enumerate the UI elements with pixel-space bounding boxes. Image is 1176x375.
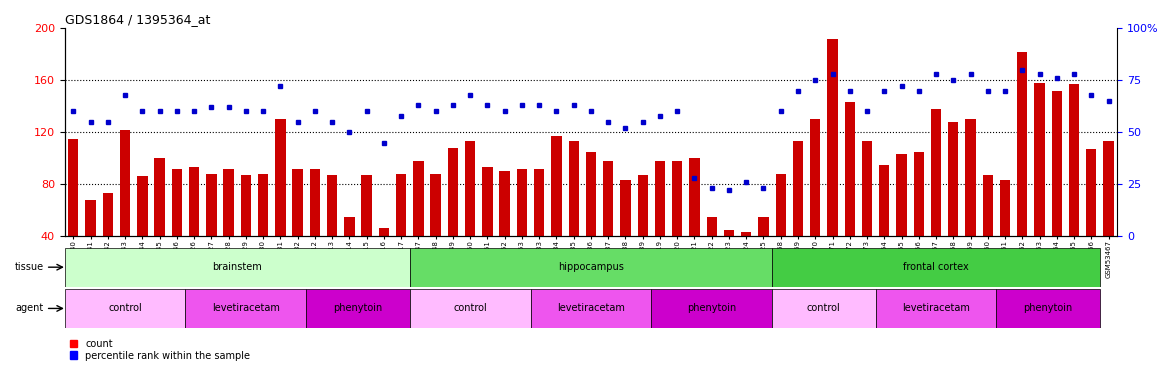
Bar [306,289,409,328]
Bar [880,165,889,236]
Bar [652,289,773,328]
Bar [138,176,147,236]
Bar [413,161,423,236]
Bar [655,161,666,236]
Bar [828,39,837,236]
Bar [1017,51,1028,236]
Text: hippocampus: hippocampus [557,262,624,272]
Bar [345,217,354,236]
Bar [965,119,976,236]
Bar [844,102,855,236]
Text: phenytoin: phenytoin [687,303,736,313]
Bar [120,130,131,236]
Bar [275,119,286,236]
Bar [409,248,773,287]
Text: frontal cortex: frontal cortex [903,262,969,272]
Bar [948,122,958,236]
Text: phenytoin: phenytoin [1023,303,1073,313]
Bar [361,175,372,236]
Bar [102,194,113,236]
Legend: count, percentile rank within the sample: count, percentile rank within the sample [69,339,250,360]
Bar [773,289,876,328]
Bar [689,158,700,236]
Bar [741,232,751,236]
Bar [603,161,614,236]
Bar [258,174,268,236]
Bar [983,175,993,236]
Bar [914,152,924,236]
Bar [516,169,527,236]
Bar [309,169,320,236]
Bar [793,141,803,236]
Bar [482,167,493,236]
Text: phenytoin: phenytoin [333,303,382,313]
Bar [1051,91,1062,236]
Bar [223,169,234,236]
Bar [327,175,338,236]
Bar [430,174,441,236]
Text: control: control [807,303,841,313]
Text: tissue: tissue [14,262,44,272]
Bar [876,289,996,328]
Text: agent: agent [15,303,44,313]
Bar [68,139,79,236]
Bar [1000,180,1010,236]
Bar [1103,141,1114,236]
Bar [862,141,873,236]
Bar [773,248,1100,287]
Text: levetiracetam: levetiracetam [902,303,970,313]
Bar [241,175,250,236]
Bar [293,169,302,236]
Bar [637,175,648,236]
Bar [189,167,199,236]
Bar [671,161,682,236]
Text: brainstem: brainstem [213,262,262,272]
Bar [172,169,182,236]
Bar [379,228,389,236]
Bar [996,289,1100,328]
Bar [186,289,306,328]
Bar [552,136,562,236]
Text: levetiracetam: levetiracetam [212,303,280,313]
Bar [620,180,630,236]
Bar [86,200,95,236]
Bar [723,230,734,236]
Bar [448,148,459,236]
Bar [586,152,596,236]
Bar [530,289,652,328]
Text: levetiracetam: levetiracetam [557,303,624,313]
Bar [810,119,821,236]
Text: GDS1864 / 1395364_at: GDS1864 / 1395364_at [65,13,211,26]
Bar [396,174,407,236]
Bar [65,248,409,287]
Bar [707,217,717,236]
Bar [775,174,786,236]
Bar [568,141,579,236]
Bar [206,174,216,236]
Bar [1035,83,1044,236]
Bar [534,169,544,236]
Bar [1087,149,1096,236]
Bar [65,289,186,328]
Bar [759,217,769,236]
Bar [931,109,941,236]
Bar [896,154,907,236]
Bar [1069,84,1080,236]
Bar [465,141,475,236]
Bar [409,289,530,328]
Bar [500,171,510,236]
Bar [154,158,165,236]
Text: control: control [453,303,487,313]
Text: control: control [108,303,142,313]
